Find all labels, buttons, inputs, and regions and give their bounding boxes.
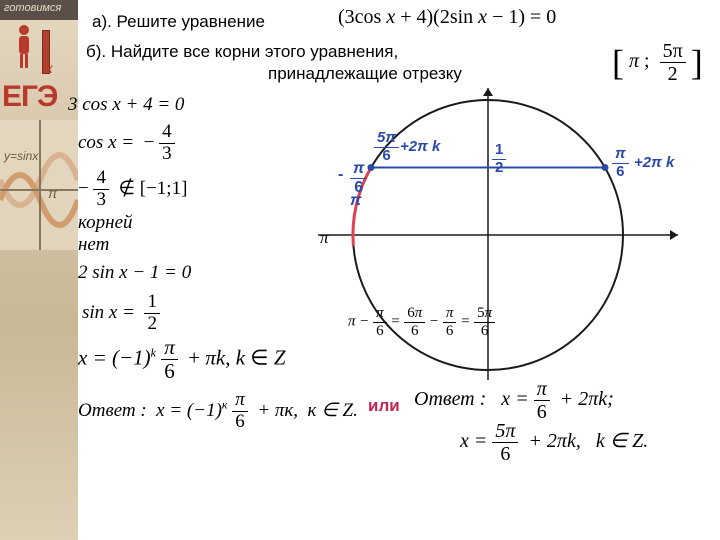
eq-cosx-val: cos x = − 43 — [78, 122, 175, 165]
main-content: а). Решите уравнение (3cos x + 4)(2sin x… — [78, 0, 720, 540]
eq-sinx-val: sin x = 12 — [82, 292, 160, 335]
answer-1: Ответ : x = (−1)к π6 + πк, к ∈ Z. — [78, 390, 358, 433]
answer-2b: x = 5π6 + 2πk, k ∈ Z. — [460, 420, 648, 465]
interval-bracket: [ π ; 5π2 ] — [612, 40, 703, 85]
svg-text:π: π — [48, 185, 58, 201]
eq-x-general: x = (−1)k π6 + πk, k ∈ Z — [78, 336, 286, 383]
sidebar-decor: готовимся к ЕГЭ y=sinx π — [0, 0, 78, 540]
unit-circle-diagram: 12 π6 +2π k 5π6 +2π k π6 - π π π − π6 = … — [278, 80, 698, 390]
svg-text:y=sinx: y=sinx — [3, 149, 39, 163]
problem-equation: (3cos x + 4)(2sin x − 1) = 0 — [338, 6, 556, 29]
eq-noroot: корнейнет — [78, 212, 133, 256]
problem-a-text: а). Решите уравнение — [92, 12, 265, 32]
sidebar-top-label: готовимся — [0, 0, 78, 20]
problem-b-line1: б). Найдите все корни этого уравнения, — [86, 42, 398, 62]
eq-3cosx: 3 cos x + 4 = 0 — [68, 94, 184, 116]
logo-text: ЕГЭ — [2, 80, 57, 114]
logo-k: к — [46, 60, 53, 76]
eq-2sinx: 2 sin x − 1 = 0 — [78, 262, 191, 284]
or-label: или — [368, 396, 400, 416]
pi-minus-label: π6 — [350, 160, 367, 196]
pi-expand: π − π6 = 6π6 − π6 = 5π6 — [348, 305, 495, 339]
decor-graph-icon: y=sinx π — [0, 120, 78, 250]
eq-notin: − 43 ∉ [−1;1] — [78, 168, 187, 211]
person-icon — [12, 24, 36, 72]
